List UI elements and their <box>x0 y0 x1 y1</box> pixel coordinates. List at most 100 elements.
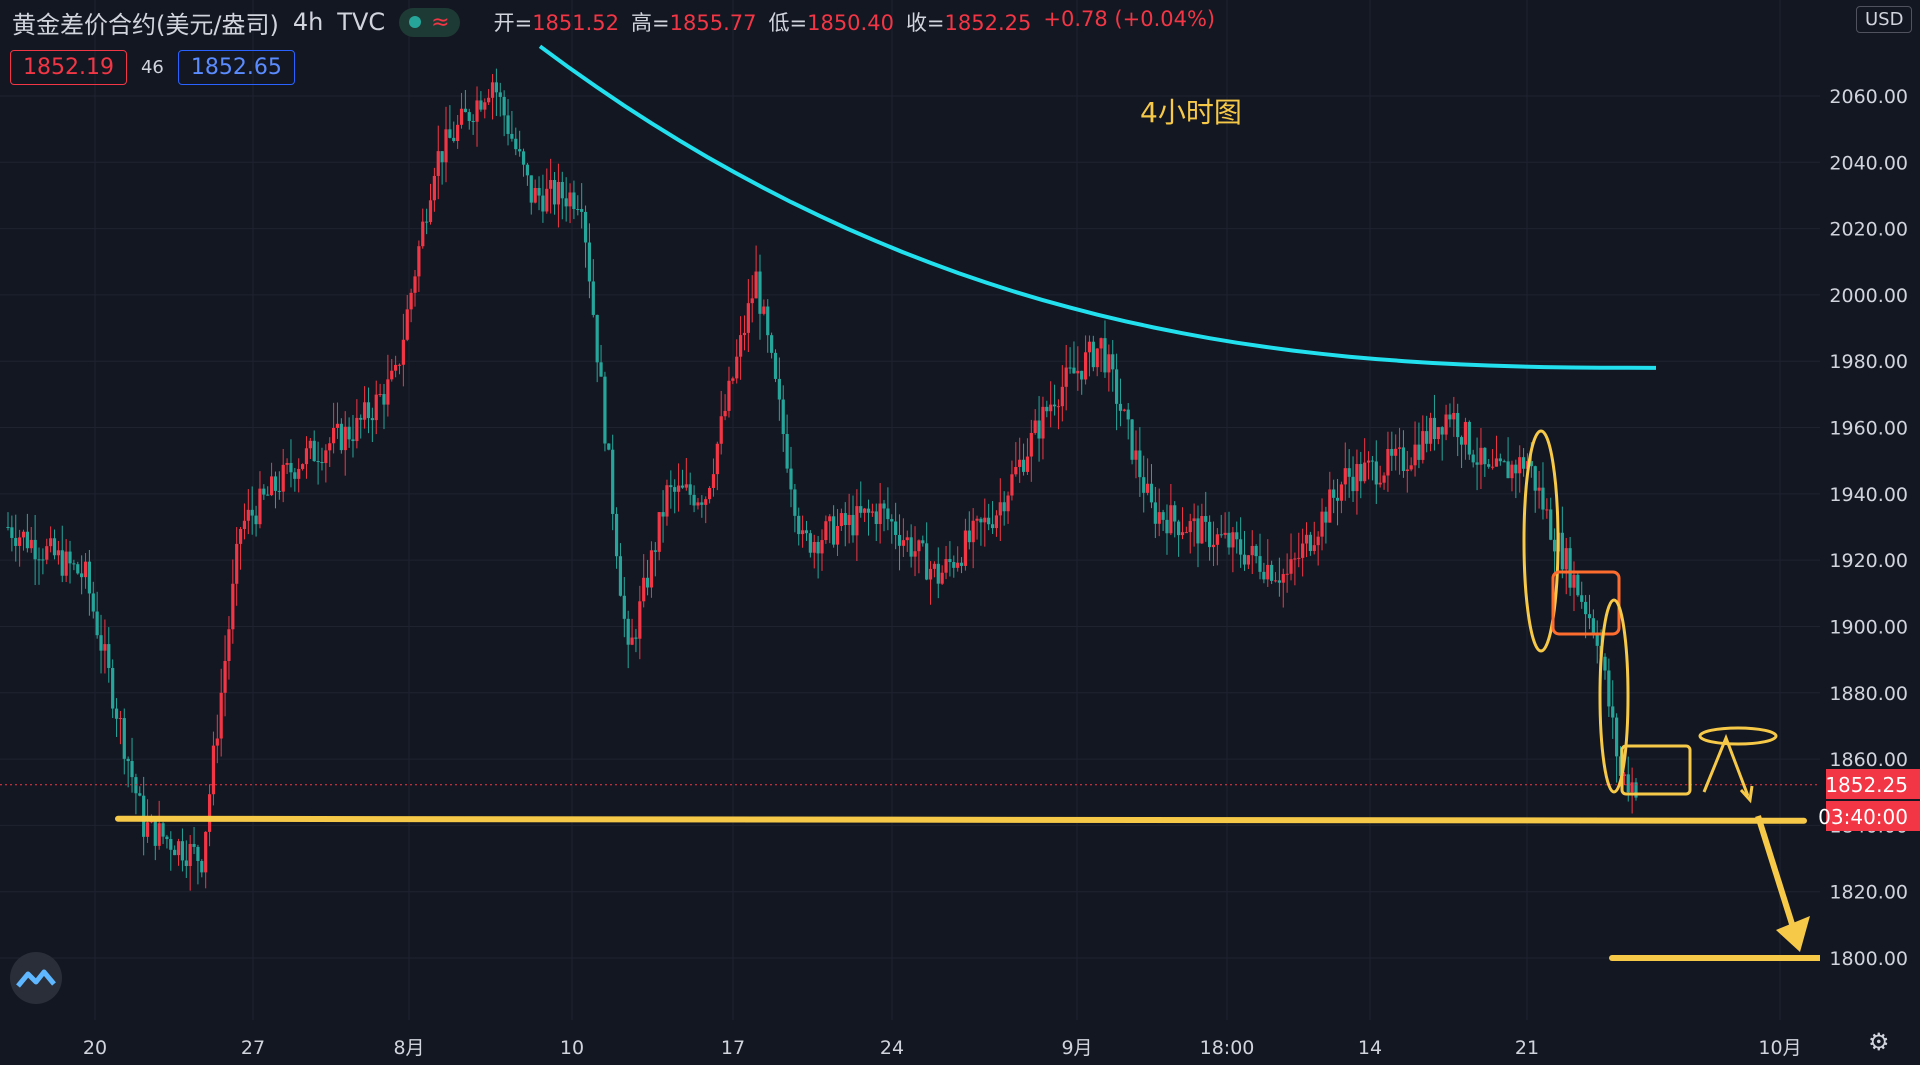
candle-body <box>1200 516 1204 544</box>
candle-body <box>626 618 630 645</box>
candle-body <box>843 513 847 526</box>
candle-body <box>944 559 948 573</box>
candle-body <box>789 468 793 490</box>
candle-body <box>661 512 665 517</box>
candle-body <box>471 121 475 123</box>
candle-body <box>975 518 979 521</box>
open-value: 1851.52 <box>532 11 620 35</box>
candle-body <box>1444 414 1448 435</box>
candle-body <box>909 537 913 557</box>
candle-body <box>1006 495 1010 512</box>
change-value: +0.78 (+0.04%) <box>1043 7 1216 31</box>
candle-body <box>1033 420 1037 433</box>
candle-body <box>1471 454 1475 463</box>
candle-body <box>1580 595 1584 602</box>
candle-body <box>1409 465 1413 470</box>
candle-body <box>1297 557 1301 559</box>
candle-body <box>704 499 708 505</box>
countdown: 03:40:00 <box>1818 805 1908 829</box>
candle-body <box>657 512 661 552</box>
candle-body <box>580 209 584 212</box>
arrow-head <box>1739 785 1754 804</box>
chart-header: 黄金差价合约(美元/盎司) 4h TVC ≈ 开=1851.52 高=1855.… <box>0 0 1832 44</box>
candle-body <box>297 468 301 479</box>
candle-body <box>355 417 359 442</box>
price-axis[interactable]: 2060.00 2040.00 2020.00 2000.00 1980.00 1960.… <box>1820 0 1920 1061</box>
symbol-title[interactable]: 黄金差价合约(美元/盎司) <box>12 10 279 39</box>
price-tick: 1960.00 <box>1829 418 1908 440</box>
candle-body <box>630 637 634 645</box>
candle-body <box>107 644 111 668</box>
candle-body <box>490 82 495 98</box>
price-tick: 1820.00 <box>1829 882 1908 904</box>
time-tick: 8月 <box>393 1037 424 1059</box>
candle-body <box>1320 511 1324 537</box>
candle-body <box>281 464 285 492</box>
highlight-ellipse <box>1522 429 1560 653</box>
candle-body <box>1401 447 1406 471</box>
candle-body <box>37 559 41 561</box>
candle-body <box>1328 489 1332 523</box>
candle-body <box>444 129 448 163</box>
candle-body <box>1289 559 1293 574</box>
time-axis[interactable]: 20 27 8月 10 17 24 9月 18:00 14 21 10月 <box>0 1030 1820 1061</box>
candle-body <box>456 124 460 141</box>
candle-body <box>622 595 626 619</box>
candle-body <box>10 527 14 538</box>
candle-body <box>343 426 347 451</box>
candle-body <box>1587 614 1592 619</box>
wave-logo-icon[interactable] <box>10 952 62 1004</box>
candle-body <box>122 718 126 759</box>
candle-body <box>45 546 49 560</box>
candle-body <box>363 402 367 420</box>
candle-body <box>192 843 196 847</box>
candle-body <box>1382 475 1386 483</box>
market-status[interactable]: ≈ <box>399 7 460 37</box>
candle-body <box>510 133 514 139</box>
candle-body <box>665 485 669 517</box>
candle-body <box>467 112 471 122</box>
candle-body <box>1626 774 1630 793</box>
candle-body <box>1118 403 1123 411</box>
candle-body <box>723 410 727 417</box>
candle-body <box>394 364 398 371</box>
candle-body <box>1029 432 1033 457</box>
candle-body <box>1122 409 1126 411</box>
candle-body <box>599 362 603 377</box>
gear-icon[interactable]: ⚙ <box>1868 1028 1890 1056</box>
buy-price-button[interactable]: 1852.65 <box>177 50 295 85</box>
candle-body <box>855 506 859 536</box>
candle-body <box>347 426 351 440</box>
time-tick: 20 <box>83 1037 107 1059</box>
currency-button[interactable]: USD <box>1856 6 1913 33</box>
highlight-ellipse <box>1598 598 1630 794</box>
interval[interactable]: 4h <box>292 8 324 36</box>
candle-body <box>1293 558 1297 560</box>
candle-body <box>1021 459 1026 472</box>
bounce-arrow <box>1702 733 1750 797</box>
sell-price-button[interactable]: 1852.19 <box>10 50 127 85</box>
time-tick: 24 <box>880 1037 904 1059</box>
candle-body <box>1126 409 1130 420</box>
candle-body <box>564 198 568 207</box>
candle-body <box>921 540 925 544</box>
candle-body <box>549 180 553 189</box>
candle-body <box>300 464 305 469</box>
candle-body <box>990 524 995 529</box>
candle-body <box>219 692 223 739</box>
candle-body <box>1215 534 1219 545</box>
candle-body <box>397 364 402 366</box>
candle-body <box>1111 354 1115 370</box>
candle-body <box>157 823 161 846</box>
candle-body <box>696 502 700 506</box>
candle-body <box>99 635 103 651</box>
price-tick: 1980.00 <box>1829 351 1908 373</box>
ohlc-legend: 开=1851.52 高=1855.77 低=1850.40 收=1852.25 … <box>494 7 1216 37</box>
candle-body <box>618 556 623 596</box>
candle-body <box>1421 431 1425 460</box>
candle-body <box>1432 417 1437 440</box>
candle-body <box>770 335 774 353</box>
candle-body <box>572 192 576 210</box>
